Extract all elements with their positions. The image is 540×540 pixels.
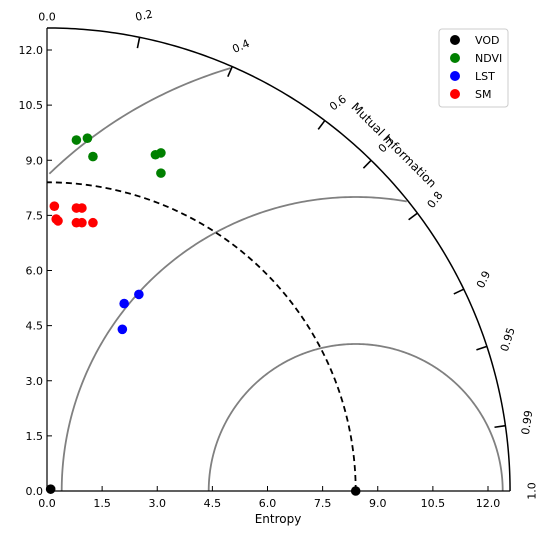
mi-tick-mark (317, 120, 326, 130)
legend-label-lst: LST (475, 70, 495, 83)
y-tick-label: 6.0 (26, 265, 44, 278)
mi-tick-mark (453, 288, 465, 295)
contour-arc (207, 343, 504, 492)
data-point-sm (77, 217, 87, 228)
data-point-vod (45, 484, 56, 494)
data-point-vod (350, 486, 361, 496)
mi-tick-mark (476, 345, 488, 351)
legend-label-ndvi: NDVI (475, 52, 502, 65)
x-axis-label: Entropy (255, 512, 302, 526)
mi-tick-label: 0.99 (519, 410, 535, 436)
y-tick-label: 10.5 (19, 99, 44, 112)
reference-arc (46, 181, 357, 492)
mi-tick-mark (362, 159, 372, 169)
mi-tick-label: 0.8 (425, 189, 446, 211)
mi-tick-label: 1.0 (526, 482, 539, 500)
contour-arc (48, 67, 231, 175)
legend-marker-lst (450, 71, 460, 81)
data-point-sm (77, 203, 87, 213)
data-point-ndvi (156, 148, 166, 158)
arc-axis-label: Mutual Information (348, 100, 439, 191)
y-tick-label: 1.5 (26, 430, 44, 443)
legend: VOD NDVI LST SM (438, 28, 509, 108)
contour-arc (60, 196, 407, 492)
mi-tick-mark (227, 66, 233, 78)
data-point-sm (53, 216, 63, 226)
y-tick-label: 7.5 (26, 209, 44, 222)
data-point-sm (88, 217, 98, 228)
data-point-sm (49, 201, 60, 211)
data-point-lst (117, 324, 128, 335)
y-tick-label: 4.5 (26, 320, 44, 333)
y-tick-label: 0.0 (26, 485, 44, 498)
x-tick-label: 10.5 (421, 497, 446, 510)
x-tick-label: 9.0 (369, 497, 387, 510)
mi-tick-mark (494, 424, 506, 429)
mi-tick-label: 0.2 (134, 8, 154, 24)
x-tick-label: 3.0 (149, 497, 167, 510)
x-tick-label: 4.5 (204, 497, 222, 510)
x-tick-label: 1.5 (93, 497, 111, 510)
legend-marker-sm (450, 89, 460, 99)
legend-marker-vod (450, 35, 460, 45)
legend-box (438, 28, 509, 108)
mi-tick-label: 0.4 (230, 37, 251, 56)
legend-label-sm: SM (475, 88, 491, 101)
y-tick-label: 12.0 (19, 44, 44, 57)
mi-tick-mark (136, 37, 141, 49)
outer-arc (46, 27, 511, 492)
data-point-ndvi (82, 133, 93, 143)
y-tick-label: 9.0 (26, 154, 44, 167)
data-point-lst (134, 289, 144, 300)
legend-label-vod: VOD (475, 34, 499, 47)
mi-tick-mark (408, 212, 418, 221)
plot-area: 0.0 1.5 3.0 4.5 6.0 7.5 9.0 10.5 12.0 0.0 1.5 3.0 4.… (19, 8, 539, 510)
legend-marker-ndvi (450, 53, 460, 63)
mi-tick-label: 0.9 (474, 269, 493, 290)
x-tick-label: 0.0 (38, 497, 56, 510)
mi-tick-label: 0.6 (327, 92, 349, 113)
data-point-ndvi (71, 135, 82, 145)
data-point-ndvi (156, 168, 166, 178)
x-tick-label: 12.0 (476, 497, 501, 510)
mi-tick-label: 0.0 (38, 10, 56, 23)
x-tick-label: 7.5 (314, 497, 332, 510)
y-tick-label: 3.0 (26, 375, 44, 388)
data-point-ndvi (88, 151, 98, 162)
mi-tick-label: 0.95 (498, 326, 518, 353)
data-point-lst (119, 298, 129, 309)
x-tick-label: 6.0 (259, 497, 277, 510)
